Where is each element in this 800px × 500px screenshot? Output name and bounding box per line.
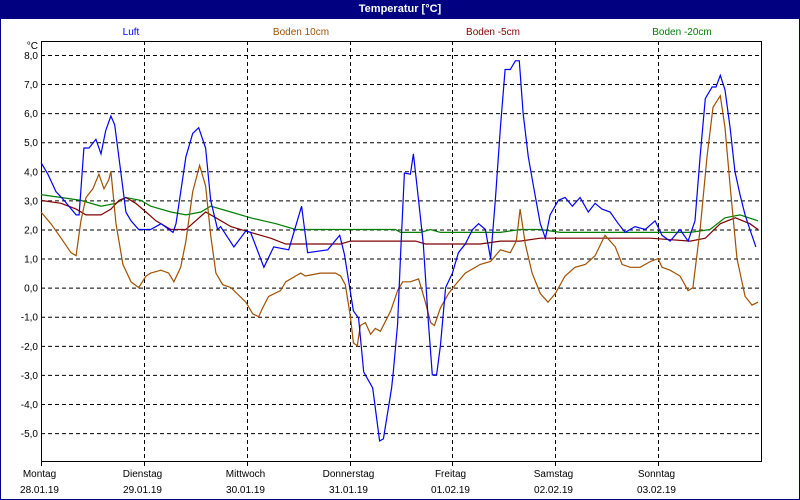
y-tick-label: 3,0 [24, 196, 38, 207]
legend-item-boden-20cm: Boden -20cm [652, 27, 711, 38]
x-tick-day: Donnerstag [323, 469, 375, 480]
y-tick-label: -5,0 [21, 429, 39, 440]
x-tick-date: 01.02.19 [431, 485, 470, 496]
y-tick-label: -4,0 [21, 400, 39, 411]
x-tick-date: 28.01.19 [20, 485, 59, 496]
y-tick-label: 6,0 [24, 109, 38, 120]
series-line-boden-10cm [40, 94, 759, 347]
y-tick-label: -3,0 [21, 371, 39, 382]
y-tick-label: 8,0 [24, 51, 38, 62]
y-axis-unit: °C [27, 41, 38, 52]
y-tick-label: -2,0 [21, 342, 39, 353]
y-tick-label: 0,0 [24, 284, 38, 295]
x-tick-day: Dienstag [123, 469, 162, 480]
x-tick-date: 02.02.19 [534, 485, 573, 496]
legend: Luft Boden 10cm Boden -5cm Boden -20cm [123, 27, 712, 38]
x-tick-day: Sonntag [638, 469, 675, 480]
x-tick-date: 29.01.19 [123, 485, 162, 496]
y-tick-label: 1,0 [24, 255, 38, 266]
y-tick-label: 5,0 [24, 138, 38, 149]
grid [41, 41, 761, 461]
x-tick-day: Samstag [534, 469, 573, 480]
axes [41, 41, 762, 466]
y-tick-label: 7,0 [24, 80, 38, 91]
legend-item-boden-5cm: Boden -5cm [466, 27, 520, 38]
series-line-boden-20cm [40, 194, 759, 233]
axis-labels: 8,0 7,0 6,0 5,0 4,0 3,0 2,0 1,0 0,0 -1,0 -2,0 -3,0 -… [20, 41, 676, 496]
series-group [40, 60, 759, 442]
title-bar: Temperatur [°C] [1, 1, 799, 19]
legend-item-luft: Luft [123, 27, 140, 38]
x-tick-date: 31.01.19 [329, 485, 368, 496]
x-tick-date: 03.02.19 [637, 485, 676, 496]
legend-item-boden-10cm: Boden 10cm [273, 27, 329, 38]
x-tick-day: Mittwoch [226, 469, 265, 480]
plot-frame [41, 41, 762, 462]
series-line-luft [40, 60, 757, 442]
y-tick-label: 4,0 [24, 167, 38, 178]
x-tick-date: 30.01.19 [226, 485, 265, 496]
x-tick-day: Montag [23, 469, 56, 480]
x-tick-day: Freitag [435, 469, 466, 480]
y-tick-label: -1,0 [21, 313, 39, 324]
y-tick-label: 2,0 [24, 225, 38, 236]
